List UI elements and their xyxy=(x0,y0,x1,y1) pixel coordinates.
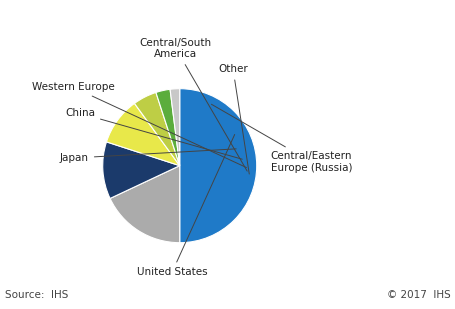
Text: Central/Eastern
Europe (Russia): Central/Eastern Europe (Russia) xyxy=(212,104,352,173)
Text: World consumption of isoprene—2016: World consumption of isoprene—2016 xyxy=(5,14,319,29)
Text: United States: United States xyxy=(136,134,235,277)
Text: Other: Other xyxy=(218,65,249,174)
Text: Central/South
America: Central/South America xyxy=(140,38,247,171)
Wedge shape xyxy=(170,89,180,166)
Text: Japan: Japan xyxy=(60,149,236,163)
Wedge shape xyxy=(135,92,180,166)
Text: China: China xyxy=(65,108,242,159)
Wedge shape xyxy=(156,89,180,166)
Text: © 2017  IHS: © 2017 IHS xyxy=(387,290,450,300)
Wedge shape xyxy=(106,104,180,166)
Wedge shape xyxy=(110,166,180,243)
Wedge shape xyxy=(103,142,180,198)
Wedge shape xyxy=(180,89,257,243)
Text: Source:  IHS: Source: IHS xyxy=(5,290,68,300)
Text: Western Europe: Western Europe xyxy=(31,82,247,167)
